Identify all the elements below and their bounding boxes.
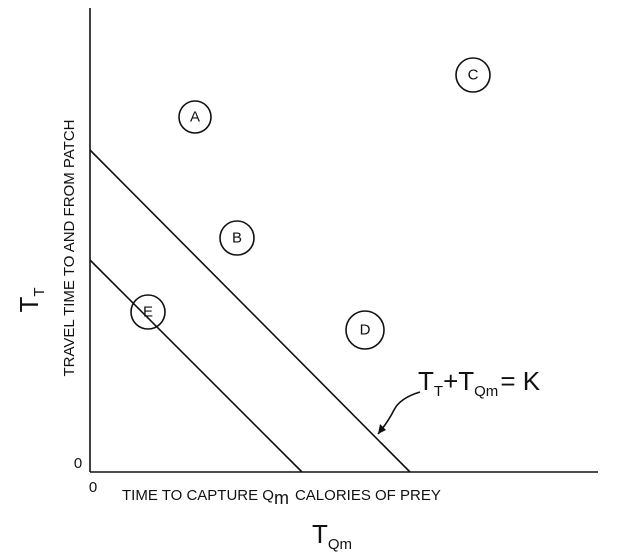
term: T — [418, 366, 434, 396]
x-axis-symbol: TQm — [312, 519, 352, 553]
y-axis-symbol: TT — [14, 287, 48, 312]
region-label: C — [468, 67, 479, 84]
rhs: = K — [500, 366, 540, 396]
region-label: D — [360, 322, 371, 339]
subscript: m — [274, 488, 289, 508]
y-axis-label: TRAVEL TIME TO AND FROM PATCH — [61, 120, 78, 377]
equation: TT+TQm= K — [418, 366, 541, 400]
subscript: T — [434, 383, 443, 400]
subscript: Qm — [328, 536, 352, 553]
operator: + — [443, 366, 458, 396]
label-part: TIME TO CAPTURE Q — [122, 487, 274, 504]
boundary-line-lower — [89, 259, 303, 473]
term: T — [458, 366, 474, 396]
region-circle — [130, 294, 166, 330]
label-part: CALORIES OF PREY — [295, 487, 441, 504]
region-label: B — [232, 230, 242, 247]
symbol: T — [312, 519, 328, 549]
region-circle — [345, 310, 385, 350]
region-label: A — [190, 109, 200, 126]
arrow-head — [378, 424, 386, 434]
subscript: Qm — [474, 383, 498, 400]
region-markers: A B C D E — [130, 57, 491, 350]
subscript: T — [31, 287, 48, 296]
region-circle — [219, 220, 255, 256]
symbol: T — [14, 297, 44, 313]
equation-arrow — [377, 391, 421, 435]
x-axis-label: TIME TO CAPTURE Qm CALORIES OF PREY — [122, 487, 441, 508]
x-origin-label: 0 — [89, 479, 97, 496]
region-circle — [178, 100, 212, 134]
y-origin-label: 0 — [74, 455, 82, 472]
region-circle — [455, 57, 491, 93]
boundary-line-k — [89, 149, 411, 473]
region-label: E — [143, 304, 153, 321]
